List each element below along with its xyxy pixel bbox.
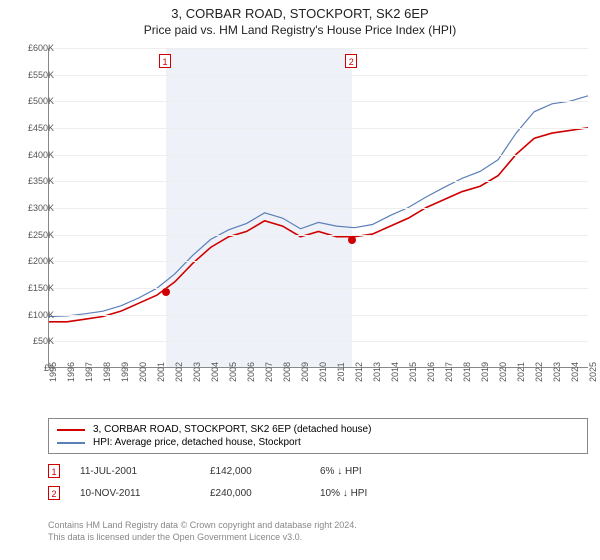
x-tick-label: 1998	[102, 362, 112, 382]
x-tick-label: 2012	[354, 362, 364, 382]
x-tick-label: 2019	[480, 362, 490, 382]
title-sub: Price paid vs. HM Land Registry's House …	[0, 23, 600, 37]
x-tick-label: 2011	[336, 362, 346, 381]
x-tick-label: 2020	[498, 362, 508, 382]
x-tick-label: 1996	[66, 362, 76, 382]
sale-date: 11-JUL-2001	[80, 466, 190, 477]
y-tick-label: £600K	[28, 43, 54, 53]
x-tick-label: 2007	[264, 362, 274, 382]
x-tick-label: 2025	[588, 362, 598, 382]
x-tick-label: 2002	[174, 362, 184, 382]
sale-marker-on-chart: 2	[345, 54, 357, 68]
plot-area	[48, 48, 588, 368]
sale-price: £240,000	[210, 488, 300, 499]
y-tick-label: £450K	[28, 123, 54, 133]
y-tick-label: £500K	[28, 96, 54, 106]
x-tick-label: 2015	[408, 362, 418, 382]
grid-line	[49, 155, 588, 156]
chart-container: 3, CORBAR ROAD, STOCKPORT, SK2 6EP Price…	[0, 0, 600, 560]
x-tick-label: 2009	[300, 362, 310, 382]
footer-line2: This data is licensed under the Open Gov…	[48, 532, 588, 544]
y-tick-label: £300K	[28, 203, 54, 213]
series-line	[49, 128, 588, 322]
x-tick-label: 2008	[282, 362, 292, 382]
grid-line	[49, 315, 588, 316]
x-tick-label: 1995	[48, 362, 58, 382]
grid-line	[49, 48, 588, 49]
grid-line	[49, 208, 588, 209]
sale-price: £142,000	[210, 466, 300, 477]
grid-line	[49, 235, 588, 236]
y-tick-label: £50K	[33, 336, 54, 346]
x-tick-label: 2018	[462, 362, 472, 382]
sale-diff: 10% ↓ HPI	[320, 488, 430, 499]
sales-row: 2 10-NOV-2011 £240,000 10% ↓ HPI	[48, 482, 588, 504]
x-tick-label: 2004	[210, 362, 220, 382]
x-tick-label: 2005	[228, 362, 238, 382]
y-tick-label: £350K	[28, 176, 54, 186]
title-block: 3, CORBAR ROAD, STOCKPORT, SK2 6EP Price…	[0, 0, 600, 37]
x-tick-label: 2014	[390, 362, 400, 382]
x-tick-label: 2003	[192, 362, 202, 382]
footer: Contains HM Land Registry data © Crown c…	[48, 520, 588, 543]
legend-swatch-0	[57, 429, 85, 431]
legend-label: 3, CORBAR ROAD, STOCKPORT, SK2 6EP (deta…	[93, 424, 371, 435]
legend-row: 3, CORBAR ROAD, STOCKPORT, SK2 6EP (deta…	[57, 423, 579, 436]
x-tick-label: 2021	[516, 362, 526, 382]
x-tick-label: 2017	[444, 362, 454, 382]
y-tick-label: £150K	[28, 283, 54, 293]
x-tick-label: 2023	[552, 362, 562, 382]
x-tick-label: 2013	[372, 362, 382, 382]
sale-marker: 1	[48, 464, 60, 478]
grid-line	[49, 75, 588, 76]
x-tick-label: 2006	[246, 362, 256, 382]
x-tick-label: 1999	[120, 362, 130, 382]
sales-row: 1 11-JUL-2001 £142,000 6% ↓ HPI	[48, 460, 588, 482]
grid-line	[49, 341, 588, 342]
x-tick-label: 2024	[570, 362, 580, 382]
legend-swatch-1	[57, 442, 85, 444]
sale-point-dot	[162, 288, 170, 296]
sale-date: 10-NOV-2011	[80, 488, 190, 499]
x-tick-label: 2016	[426, 362, 436, 382]
x-tick-label: 2022	[534, 362, 544, 382]
grid-line	[49, 128, 588, 129]
grid-line	[49, 288, 588, 289]
y-tick-label: £200K	[28, 256, 54, 266]
grid-line	[49, 181, 588, 182]
sale-diff: 6% ↓ HPI	[320, 466, 430, 477]
sale-marker: 2	[48, 486, 60, 500]
x-tick-label: 1997	[84, 362, 94, 382]
grid-line	[49, 261, 588, 262]
title-main: 3, CORBAR ROAD, STOCKPORT, SK2 6EP	[0, 6, 600, 21]
grid-line	[49, 101, 588, 102]
x-tick-label: 2001	[156, 362, 166, 382]
y-tick-label: £550K	[28, 70, 54, 80]
y-tick-label: £250K	[28, 230, 54, 240]
sale-point-dot	[348, 236, 356, 244]
legend: 3, CORBAR ROAD, STOCKPORT, SK2 6EP (deta…	[48, 418, 588, 454]
legend-row: HPI: Average price, detached house, Stoc…	[57, 436, 579, 449]
y-tick-label: £400K	[28, 150, 54, 160]
x-tick-label: 2010	[318, 362, 328, 382]
y-tick-label: £100K	[28, 310, 54, 320]
x-tick-label: 2000	[138, 362, 148, 382]
sales-table: 1 11-JUL-2001 £142,000 6% ↓ HPI 2 10-NOV…	[48, 460, 588, 504]
sale-marker-on-chart: 1	[159, 54, 171, 68]
footer-line1: Contains HM Land Registry data © Crown c…	[48, 520, 588, 532]
legend-label: HPI: Average price, detached house, Stoc…	[93, 437, 301, 448]
